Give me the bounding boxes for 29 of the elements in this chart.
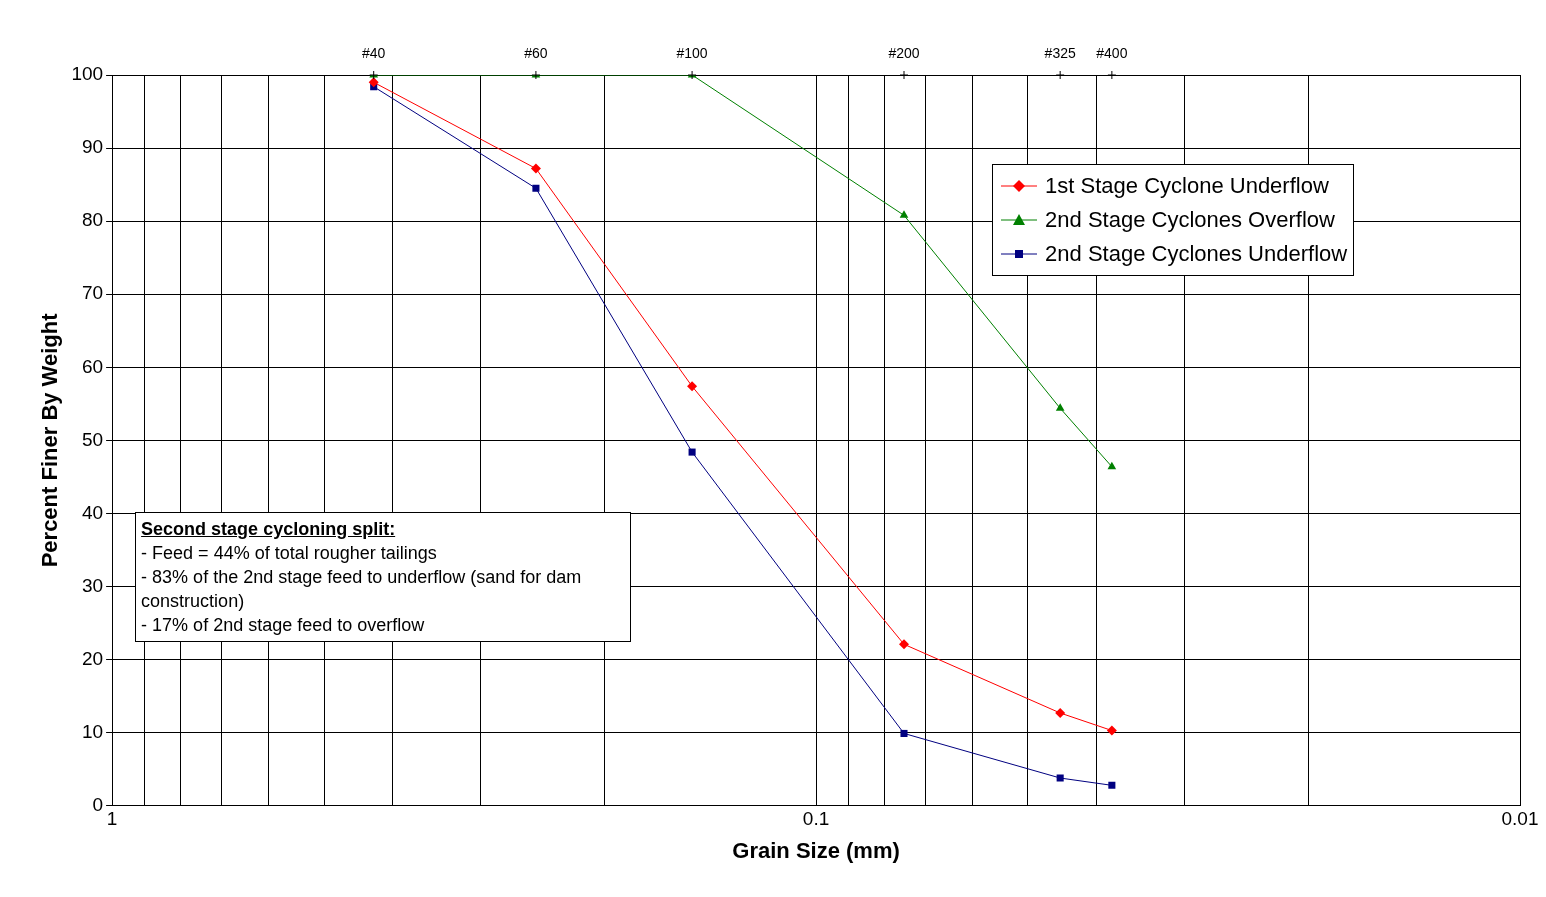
x-axis-title: Grain Size (mm) [732, 837, 900, 863]
legend-label: 2nd Stage Cyclones Overflow [1045, 207, 1335, 233]
legend-label: 1st Stage Cyclone Underflow [1045, 173, 1329, 199]
y-tick-label: 20 [81, 647, 104, 669]
annotation: - Feed = 44% of total rougher tailings [141, 542, 438, 565]
y-tick-label: 30 [81, 574, 104, 596]
y-tick-label: 100 [71, 63, 104, 85]
annotation: Second stage cycloning split: [141, 518, 397, 541]
annotation: #40 [362, 44, 386, 61]
y-tick-label: 10 [81, 720, 104, 742]
y-tick-label: 50 [81, 428, 104, 450]
y-tick-label: 40 [81, 501, 104, 523]
y-tick-label: 80 [81, 209, 104, 231]
annotation: - 17% of 2nd stage feed to overflow [141, 614, 426, 637]
y-axis-title: Percent Finer By Weight [37, 312, 63, 568]
annotation: #325 [1044, 44, 1076, 61]
annotation: #200 [888, 44, 920, 61]
annotation: #400 [1096, 44, 1128, 61]
y-tick-label: 60 [81, 355, 104, 377]
x-tick-label: 0.01 [1501, 808, 1539, 830]
legend-label: 2nd Stage Cyclones Underflow [1045, 241, 1348, 267]
annotation: #60 [524, 44, 548, 61]
annotation: #100 [676, 44, 708, 61]
y-tick-label: 90 [81, 136, 104, 158]
y-tick-label: 0 [92, 794, 104, 816]
annotation: - 83% of the 2nd stage feed to underflow (sand for dam construction) [141, 566, 583, 613]
x-tick-label: 1 [106, 808, 118, 830]
x-tick-label: 0.1 [802, 808, 830, 830]
y-tick-label: 70 [81, 282, 104, 304]
